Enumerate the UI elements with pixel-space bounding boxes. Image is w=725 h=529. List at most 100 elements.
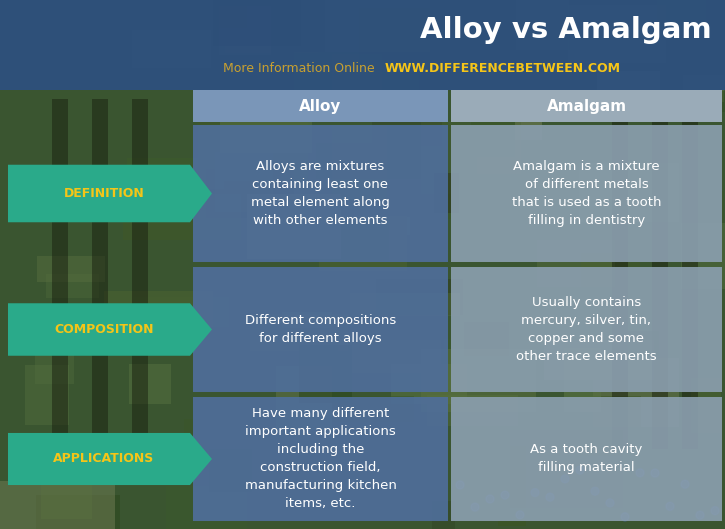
Bar (372, 97, 442, 145)
Bar (215, 152, 273, 212)
Bar (10, 30, 74, 60)
Circle shape (651, 469, 659, 477)
Bar (52, 99, 68, 449)
Bar (332, 124, 387, 200)
Bar (247, 194, 341, 259)
Bar (444, 193, 547, 220)
Text: Alloy: Alloy (299, 98, 341, 114)
Bar (675, 90, 725, 112)
Bar (434, 174, 459, 213)
Bar (391, 364, 467, 404)
Bar (132, 30, 211, 68)
Bar (193, 125, 448, 262)
Bar (612, 99, 628, 449)
Circle shape (546, 493, 554, 501)
Bar (652, 99, 668, 449)
Bar (464, 322, 509, 357)
Bar (349, 294, 460, 316)
Bar (193, 90, 448, 122)
Bar (692, 378, 721, 433)
Text: Amalgam: Amalgam (547, 98, 626, 114)
Bar (313, 217, 410, 235)
Bar (326, 0, 430, 52)
Bar (515, 102, 542, 140)
Bar (206, 169, 294, 218)
Bar (166, 486, 247, 529)
Bar (563, 348, 602, 412)
Bar (276, 366, 332, 430)
Bar (602, 272, 631, 311)
Polygon shape (8, 433, 212, 485)
Bar (471, 118, 515, 157)
Bar (422, 184, 495, 204)
Circle shape (711, 507, 719, 515)
Bar (172, 198, 200, 213)
Bar (331, 54, 419, 117)
Circle shape (501, 491, 509, 499)
Bar (41, 440, 92, 518)
Bar (130, 0, 247, 28)
Bar (46, 274, 99, 298)
Bar (129, 364, 170, 404)
Circle shape (456, 481, 464, 489)
Circle shape (576, 466, 584, 474)
Text: WWW.DIFFERENCEBETWEEN.COM: WWW.DIFFERENCEBETWEEN.COM (385, 61, 621, 75)
Bar (220, 118, 312, 153)
Bar (427, 395, 518, 425)
Bar (658, 0, 706, 31)
Text: Alloy vs Amalgam: Alloy vs Amalgam (420, 16, 712, 44)
Bar (0, 481, 115, 529)
Bar (682, 75, 724, 102)
Bar (282, 312, 331, 328)
Circle shape (666, 503, 674, 510)
Circle shape (471, 503, 479, 511)
Bar (299, 344, 352, 403)
Bar (676, 191, 724, 225)
Bar (123, 194, 241, 240)
Text: More Information Online: More Information Online (223, 61, 375, 75)
Text: Have many different
important applications
including the
construction field,
man: Have many different important applicatio… (244, 407, 397, 510)
Bar (184, 418, 257, 465)
Bar (581, 253, 640, 329)
Circle shape (486, 495, 494, 503)
Bar (225, 0, 318, 53)
Bar (329, 396, 413, 422)
Bar (338, 340, 441, 372)
Text: Alloys are mixtures
containing least one
metal element along
with other elements: Alloys are mixtures containing least one… (251, 160, 390, 227)
Bar (421, 121, 521, 194)
Bar (196, 208, 219, 225)
Text: COMPOSITION: COMPOSITION (54, 323, 154, 336)
Circle shape (621, 513, 629, 521)
Bar (451, 267, 722, 392)
Polygon shape (8, 165, 212, 222)
Bar (451, 125, 722, 262)
Bar (132, 99, 148, 449)
Circle shape (561, 475, 569, 483)
Circle shape (591, 487, 599, 495)
Bar (568, 5, 666, 63)
Bar (593, 359, 679, 426)
Bar (498, 446, 526, 525)
Text: APPLICATIONS: APPLICATIONS (54, 452, 154, 466)
Bar (359, 8, 449, 60)
Bar (276, 220, 389, 260)
Bar (319, 216, 407, 271)
Bar (597, 71, 660, 100)
Bar (510, 430, 623, 508)
Text: As a tooth cavity
filling material: As a tooth cavity filling material (530, 443, 642, 475)
Bar (421, 350, 536, 413)
Circle shape (531, 489, 539, 497)
Bar (294, 52, 382, 96)
Bar (36, 495, 120, 529)
Bar (25, 364, 70, 425)
Text: Usually contains
mercury, silver, tin,
copper and some
other trace elements: Usually contains mercury, silver, tin, c… (516, 296, 657, 363)
Bar (376, 279, 463, 315)
Circle shape (681, 480, 689, 488)
Bar (515, 0, 568, 50)
Bar (682, 223, 725, 289)
Bar (537, 240, 615, 287)
Bar (451, 397, 722, 521)
Bar (128, 158, 223, 189)
Bar (682, 99, 698, 449)
Bar (193, 267, 448, 392)
